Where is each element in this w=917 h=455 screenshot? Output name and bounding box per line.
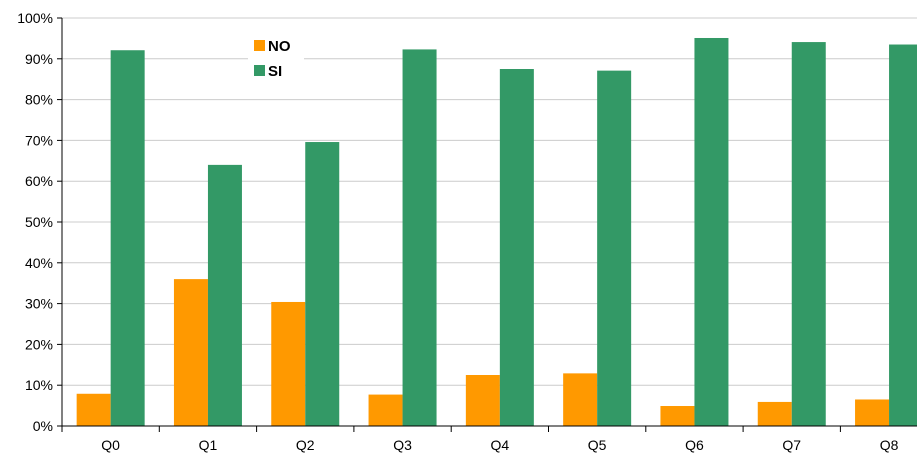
y-tick-label: 100% bbox=[17, 10, 53, 26]
bar-no-q0 bbox=[76, 393, 111, 426]
y-tick-label: 70% bbox=[25, 132, 53, 148]
y-tick-label: 0% bbox=[33, 418, 53, 434]
bar-si-q2 bbox=[305, 142, 340, 427]
y-tick-label: 60% bbox=[25, 173, 53, 189]
y-tick-label: 40% bbox=[25, 255, 53, 271]
x-tick-label: Q0 bbox=[101, 437, 120, 453]
x-tick-label: Q1 bbox=[199, 437, 218, 453]
bar-no-q3 bbox=[368, 394, 403, 426]
bar-no-q2 bbox=[271, 301, 306, 426]
y-tick-labels: 0% 10% 20% 30% 40% 50% 60% 70% 80% 90% 100% bbox=[17, 10, 53, 434]
x-tick-label: Q3 bbox=[393, 437, 412, 453]
bar-si-q4 bbox=[499, 69, 534, 426]
bar-no-q7 bbox=[757, 401, 792, 426]
x-tick-label: Q8 bbox=[880, 437, 899, 453]
x-tick-labels: Q0 Q1 Q2 Q3 Q4 Q5 Q6 Q7 Q8 bbox=[61, 426, 899, 453]
y-tick-label: 90% bbox=[25, 51, 53, 67]
bar-si-q1 bbox=[207, 164, 242, 426]
bar-no-q4 bbox=[465, 375, 500, 426]
bars bbox=[76, 37, 917, 427]
bar-si-q8 bbox=[889, 44, 917, 427]
x-tick-label: Q7 bbox=[782, 437, 801, 453]
axes bbox=[61, 18, 917, 427]
x-tick-label: Q5 bbox=[588, 437, 607, 453]
y-tick-label: 30% bbox=[25, 296, 53, 312]
bar-si-q6 bbox=[694, 37, 729, 426]
bar-si-q3 bbox=[402, 49, 437, 426]
y-tick-label: 80% bbox=[25, 92, 53, 108]
legend-label-no: NO bbox=[268, 38, 291, 55]
bar-si-q0 bbox=[110, 50, 145, 427]
y-tick-label: 20% bbox=[25, 336, 53, 352]
x-tick-label: Q2 bbox=[296, 437, 315, 453]
legend: NO SI bbox=[248, 34, 304, 82]
bar-si-q5 bbox=[597, 70, 632, 426]
bar-no-q8 bbox=[855, 399, 890, 426]
y-tick-label: 10% bbox=[25, 377, 53, 393]
legend-swatch-no bbox=[254, 40, 265, 51]
bar-no-q5 bbox=[563, 373, 598, 426]
x-tick-label: Q6 bbox=[685, 437, 704, 453]
legend-label-si: SI bbox=[268, 63, 282, 80]
y-tick-label: 50% bbox=[25, 214, 53, 230]
bar-no-q6 bbox=[660, 406, 695, 426]
bar-si-q7 bbox=[791, 42, 826, 427]
x-tick-label: Q4 bbox=[491, 437, 510, 453]
legend-swatch-si bbox=[254, 65, 265, 76]
bar-no-q1 bbox=[173, 279, 208, 426]
